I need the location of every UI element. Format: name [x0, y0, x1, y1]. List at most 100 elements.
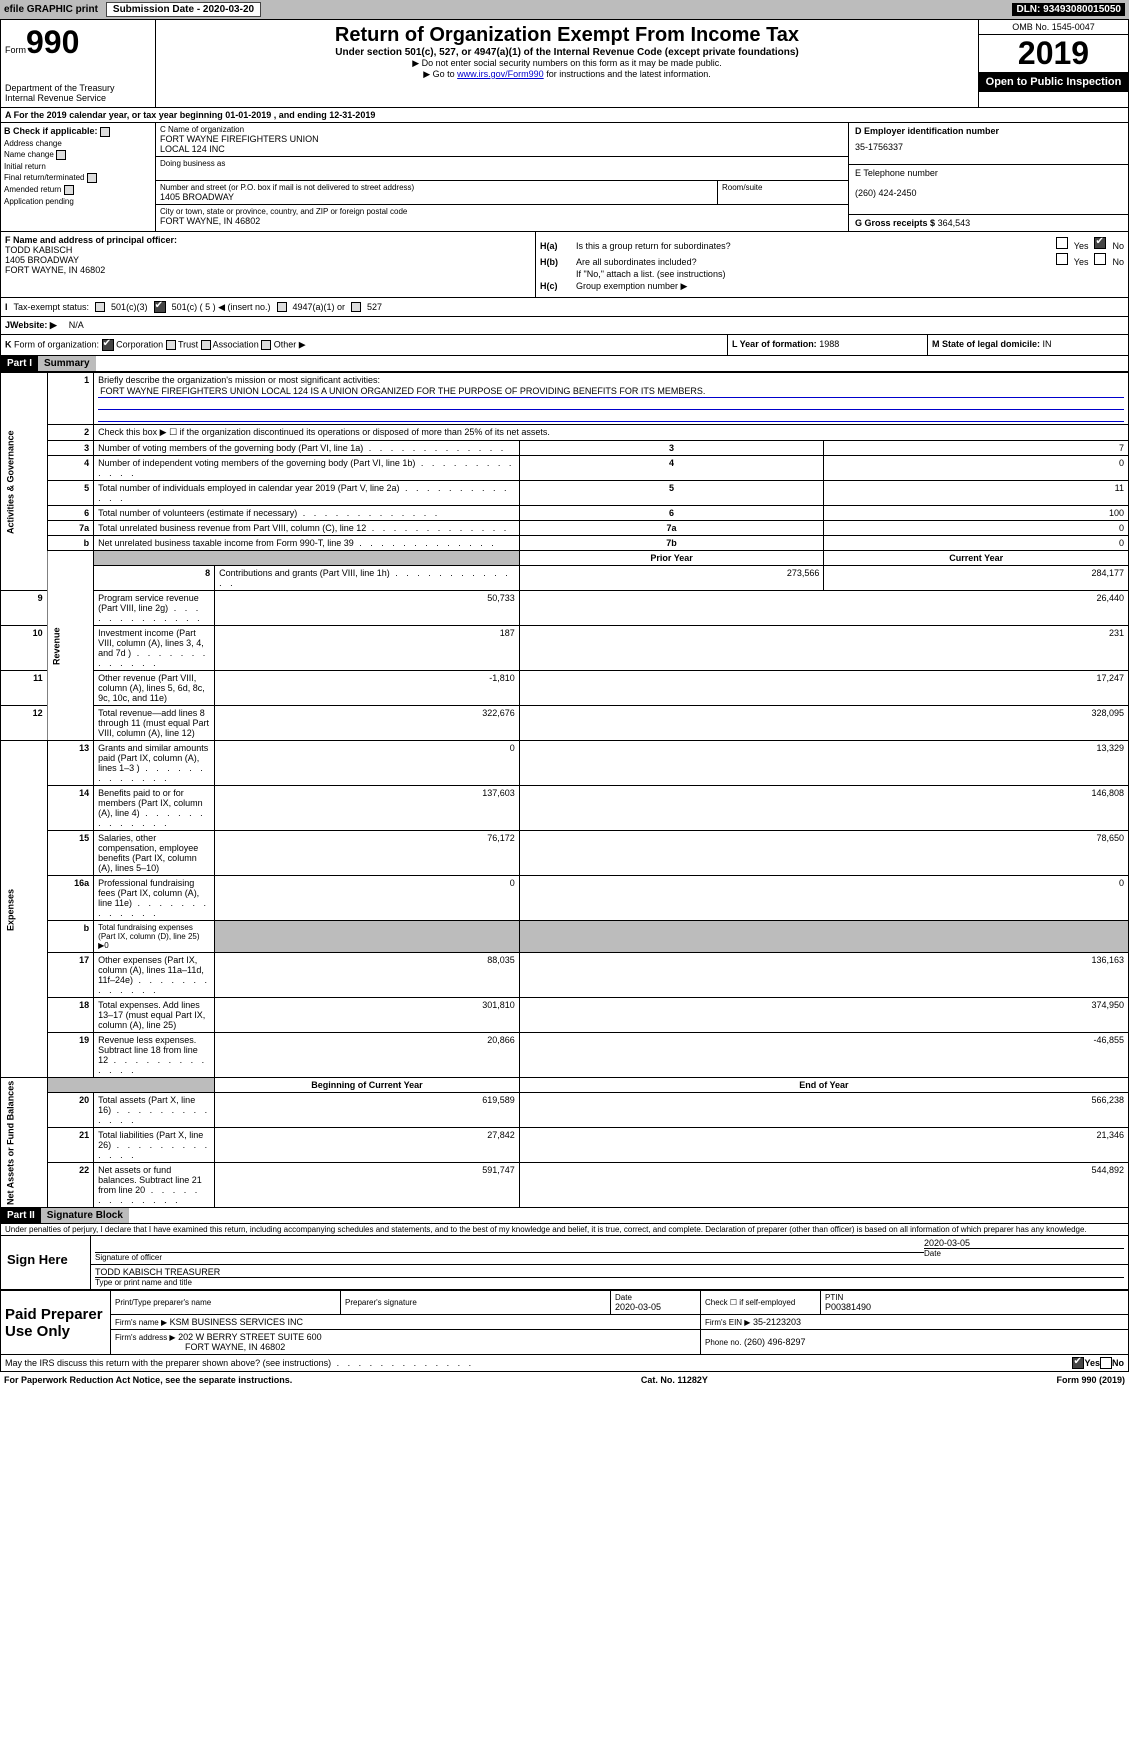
ha-yes[interactable] [1056, 237, 1068, 249]
instr2-b: for instructions and the latest informat… [544, 69, 711, 79]
chk-corp[interactable] [102, 339, 114, 351]
phone-label: E Telephone number [855, 168, 1122, 178]
prep-date: 2020-03-05 [615, 1302, 696, 1312]
firm-name-label: Firm's name ▶ [115, 1318, 167, 1327]
val-6: 100 [824, 506, 1129, 521]
prep-name-hdr: Print/Type preparer's name [115, 1298, 336, 1307]
chk-527[interactable] [351, 302, 361, 312]
website-row: J Website: ▶ N/A [0, 317, 1129, 335]
sign-here-label: Sign Here [1, 1236, 91, 1289]
instr2-a: ▶ Go to [423, 69, 457, 79]
org-name-2: LOCAL 124 INC [160, 144, 844, 154]
website-val: N/A [69, 320, 84, 331]
opt-501c3: 501(c)(3) [111, 302, 148, 312]
omb: OMB No. 1545-0047 [979, 20, 1128, 35]
chk-trust[interactable] [166, 340, 176, 350]
chk-name-box[interactable] [56, 150, 66, 160]
row-a-text: For the 2019 calendar year, or tax year … [14, 110, 376, 120]
row-a: A For the 2019 calendar year, or tax yea… [0, 108, 1129, 123]
chk-501c[interactable] [154, 301, 166, 313]
side-gov: Activities & Governance [1, 373, 48, 591]
dln: DLN: 93493080015050 [1012, 3, 1125, 16]
chk-assoc[interactable] [201, 340, 211, 350]
prep-self: Check ☐ if self-employed [701, 1291, 821, 1315]
line-10: Investment income (Part VIII, column (A)… [98, 628, 208, 668]
city: FORT WAYNE, IN 46802 [160, 216, 844, 226]
val-18c: 374,950 [519, 998, 1128, 1033]
opt-corp: Corporation [116, 339, 163, 349]
chk-final-box[interactable] [87, 173, 97, 183]
l-val: 1988 [819, 339, 839, 349]
line-2: Check this box ▶ ☐ if the organization d… [94, 425, 1129, 441]
firm-ein-label: Firm's EIN ▶ [705, 1318, 750, 1327]
sign-date-label: Date [924, 1248, 1124, 1258]
status-row: I Tax-exempt status: 501(c)(3) 501(c) ( … [0, 298, 1129, 317]
firm-addr-label: Firm's address ▶ [115, 1333, 176, 1342]
line-3: Number of voting members of the governin… [98, 443, 506, 453]
val-8c: 284,177 [824, 566, 1129, 591]
discuss-no[interactable] [1100, 1357, 1112, 1369]
chk-final: Final return/terminated [4, 173, 152, 183]
part1-title: Summary [38, 356, 96, 371]
hdr-curr: Current Year [824, 551, 1129, 566]
hdr-beg: Beginning of Current Year [215, 1078, 520, 1093]
topbar: efile GRAPHIC print Submission Date - 20… [0, 0, 1129, 19]
chk-amended: Amended return [4, 185, 152, 195]
chk-other[interactable] [261, 340, 271, 350]
street: 1405 BROADWAY [160, 192, 713, 202]
room-label: Room/suite [722, 183, 844, 192]
dba-label: Doing business as [160, 159, 844, 168]
line-17: Other expenses (Part IX, column (A), lin… [98, 955, 210, 995]
l-label: L Year of formation: [732, 339, 817, 349]
perjury: Under penalties of perjury, I declare th… [0, 1224, 1129, 1236]
opt-trust: Trust [178, 339, 198, 349]
part2-hdr: Part II [1, 1208, 41, 1223]
signer-name: TODD KABISCH TREASURER [95, 1267, 1124, 1277]
dept-label: Department of the Treasury Internal Reve… [5, 83, 151, 103]
line-7b: Net unrelated business taxable income fr… [98, 538, 497, 548]
m-val: IN [1043, 339, 1052, 349]
sign-block: Sign Here Signature of officer 2020-03-0… [0, 1236, 1129, 1290]
subtitle: Under section 501(c), 527, or 4947(a)(1)… [160, 47, 974, 58]
street-label: Number and street (or P.O. box if mail i… [160, 183, 713, 192]
submission-date-btn[interactable]: Submission Date - 2020-03-20 [106, 2, 261, 17]
check-applicable[interactable] [100, 127, 110, 137]
line-15: Salaries, other compensation, employee b… [98, 833, 198, 873]
chk-501c3[interactable] [95, 302, 105, 312]
line-5: Total number of individuals employed in … [98, 483, 509, 503]
prep-label: Paid Preparer Use Only [1, 1291, 111, 1355]
hb-yes[interactable] [1056, 253, 1068, 265]
line-19: Revenue less expenses. Subtract line 18 … [98, 1035, 207, 1075]
chk-amended-box[interactable] [64, 185, 74, 195]
line-8: Contributions and grants (Part VIII, lin… [219, 568, 511, 588]
hb-no[interactable] [1094, 253, 1106, 265]
irs-link[interactable]: www.irs.gov/Form990 [457, 69, 544, 79]
status-label: Tax-exempt status: [14, 302, 90, 312]
ha-no[interactable] [1094, 237, 1106, 249]
chk-4947[interactable] [277, 302, 287, 312]
k-label: Form of organization: [14, 339, 99, 349]
footer: For Paperwork Reduction Act Notice, see … [0, 1372, 1129, 1388]
firm-name: KSM BUSINESS SERVICES INC [170, 1317, 303, 1327]
officer-street: 1405 BROADWAY [5, 255, 531, 265]
chk-pending: Application pending [4, 197, 152, 206]
val-11c: 17,247 [519, 671, 1128, 706]
val-17c: 136,163 [519, 953, 1128, 998]
block-f: F Name and address of principal officer:… [0, 232, 1129, 298]
discuss-yes[interactable] [1072, 1357, 1084, 1369]
org-name-1: FORT WAYNE FIREFIGHTERS UNION [160, 134, 844, 144]
val-3: 7 [824, 441, 1129, 456]
mission-text: FORT WAYNE FIREFIGHTERS UNION LOCAL 124 … [98, 385, 1124, 398]
instr-2: ▶ Go to www.irs.gov/Form990 for instruct… [160, 69, 974, 80]
val-7b: 0 [824, 536, 1129, 551]
line-22: Net assets or fund balances. Subtract li… [98, 1165, 202, 1205]
line-9: Program service revenue (Part VIII, line… [98, 593, 203, 623]
form-number: 990 [26, 24, 79, 60]
open-public: Open to Public Inspection [979, 72, 1128, 92]
line-14: Benefits paid to or for members (Part IX… [98, 788, 206, 828]
gross-val: 364,543 [938, 218, 971, 228]
sig-officer-label: Signature of officer [95, 1252, 924, 1262]
firm-addr2: FORT WAYNE, IN 46802 [185, 1342, 285, 1352]
prep-phone: (260) 496-8297 [744, 1337, 806, 1347]
hdr-end: End of Year [519, 1078, 1128, 1093]
